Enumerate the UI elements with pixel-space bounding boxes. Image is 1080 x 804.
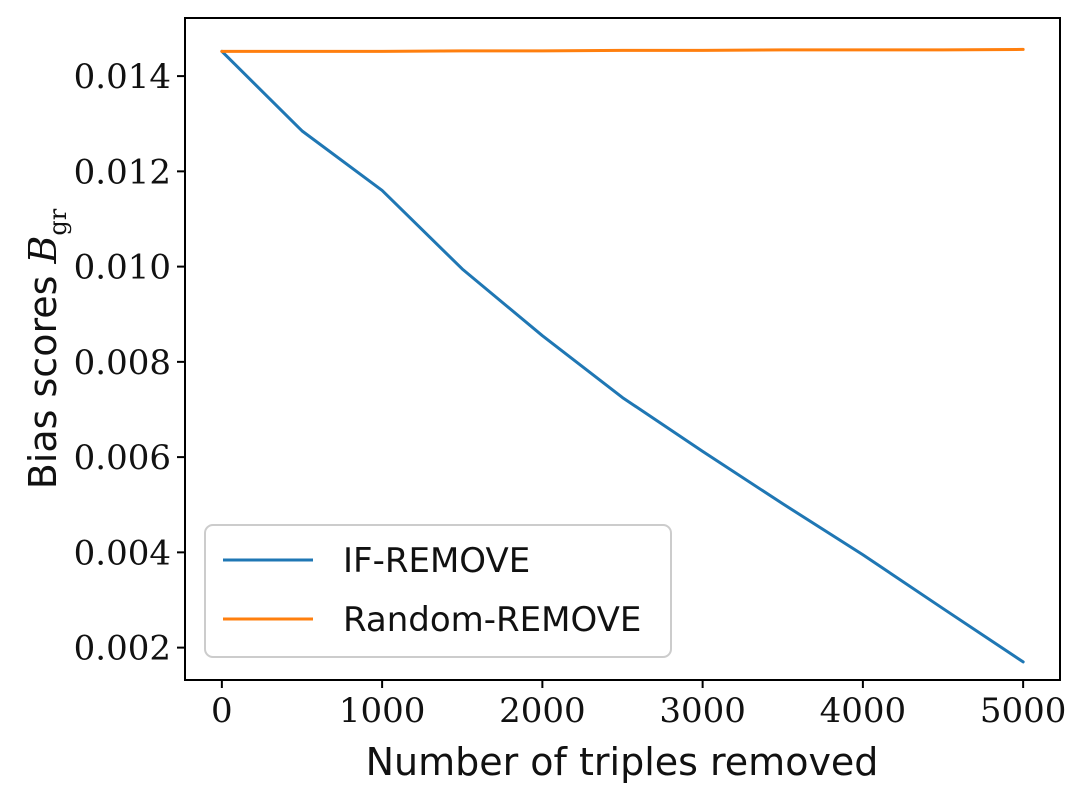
x-tick-label: 0 [211,691,233,731]
legend-label-random-remove: Random-REMOVE [343,600,641,640]
axes-frame [184,17,1061,681]
legend-box [204,524,672,658]
y-axis-ticks: 0.002 0.004 0.006 0.008 0.010 0.012 0.014 [74,57,185,669]
plot-area [220,47,1025,664]
svg-text:Bias scores Bgr: Bias scores Bgr [21,208,72,489]
x-tick-label: 5000 [980,691,1067,731]
y-tick-label: 0.002 [74,629,171,669]
y-tick-label: 0.012 [74,152,171,192]
y-axis-label-symbol: B [21,236,65,265]
x-tick-label: 1000 [339,691,426,731]
x-axis-label: Number of triples removed [366,740,879,784]
y-tick-label: 0.004 [74,533,171,573]
y-tick-label: 0.008 [74,343,171,383]
series-line-random-remove [220,47,1025,53]
x-tick-label: 4000 [820,691,907,731]
y-axis-label-text: Bias scores [21,264,65,490]
series-line-if-remove [220,49,1025,664]
legend-label-if-remove: IF-REMOVE [343,541,530,581]
legend: IF-REMOVE Random-REMOVE [204,524,672,658]
y-tick-label: 0.014 [74,57,171,97]
x-tick-label: 2000 [499,691,586,731]
y-axis-label-subscript: gr [44,208,72,235]
y-tick-label: 0.010 [74,248,171,288]
y-tick-label: 0.006 [74,438,171,478]
x-axis-ticks: 0 1000 2000 3000 4000 5000 [211,680,1066,731]
x-tick-label: 3000 [659,691,746,731]
y-axis-label: Bias scores Bgr [21,208,72,489]
